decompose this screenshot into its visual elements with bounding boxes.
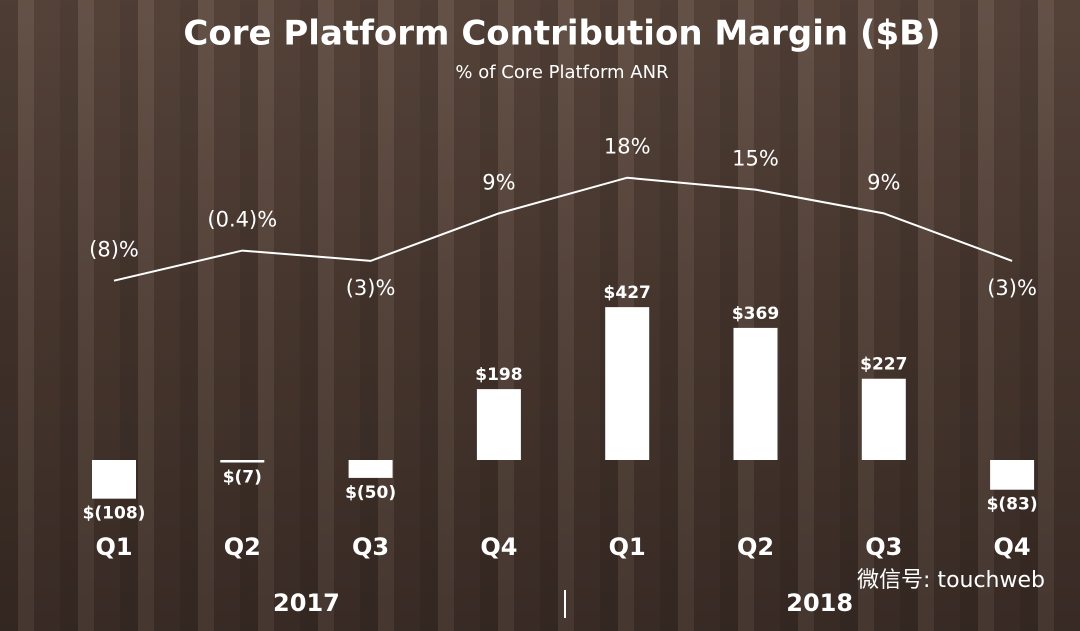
x-tick-label: Q2 [224,533,261,561]
bar-label: $427 [604,283,651,303]
line-label: (3)% [987,276,1037,300]
bar-label: $(108) [83,504,146,524]
margin-line [113,176,1013,282]
line-label: 15% [732,147,779,171]
bar [92,460,136,499]
x-tick-label: Q4 [480,533,517,561]
bar-label: $369 [732,304,779,324]
line-label: (8)% [89,238,139,262]
bar-label: $(7) [223,468,262,488]
bar [605,307,650,460]
bar-label: $227 [860,355,907,375]
x-tick-label: Q1 [95,533,132,561]
bar-label: $(50) [345,483,396,503]
line-label: 9% [482,170,515,194]
bar-label: $(83) [987,495,1038,515]
bar [220,460,265,463]
x-tick-label: Q3 [352,533,389,561]
bar [990,460,1035,490]
x-tick-label: Q1 [609,533,646,561]
bar [733,327,778,460]
x-tick-label: Q2 [737,533,774,561]
chart-subtitle: % of Core Platform ANR [455,62,668,83]
x-tick-label: Q3 [865,533,902,561]
bar-label: $198 [475,365,522,385]
bar [476,389,521,460]
watermark: 微信号: touchweb [857,568,1045,593]
group-label: 2017 [273,589,340,617]
chart-title: Core Platform Contribution Margin ($B) [183,14,940,54]
line-label: 9% [867,170,900,194]
bar [348,460,393,478]
line-label: (3)% [346,276,396,300]
group-label: 2018 [786,589,853,617]
x-tick-label: Q4 [994,533,1031,561]
line-label: (0.4)% [207,208,277,232]
bar [861,378,906,460]
line-label: 18% [604,135,651,159]
